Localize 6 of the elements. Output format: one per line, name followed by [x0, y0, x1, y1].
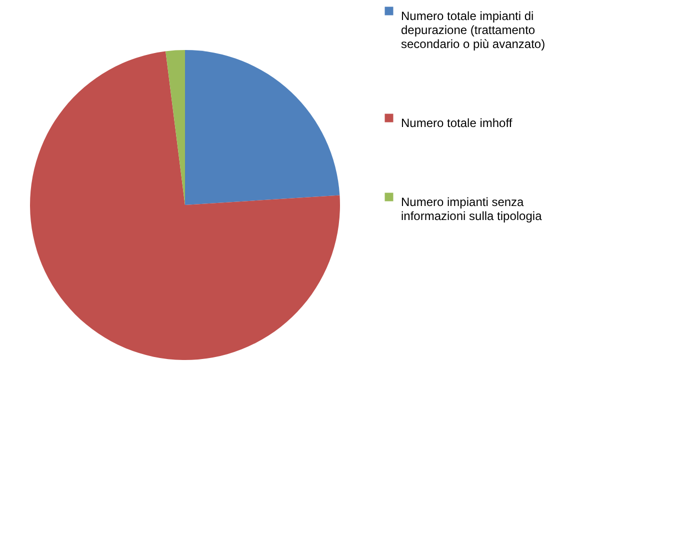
- pie-slice: [185, 50, 340, 205]
- legend-label: Numero impianti senza informazioni sulla tipologia: [401, 195, 542, 223]
- pie-slice: [166, 50, 185, 205]
- legend-label: Numero totale imhoff: [401, 116, 513, 130]
- pie-slice: [30, 51, 340, 360]
- legend-label: Numero totale impianti di depurazione (trattamento secondario o più avanzato): [401, 9, 546, 51]
